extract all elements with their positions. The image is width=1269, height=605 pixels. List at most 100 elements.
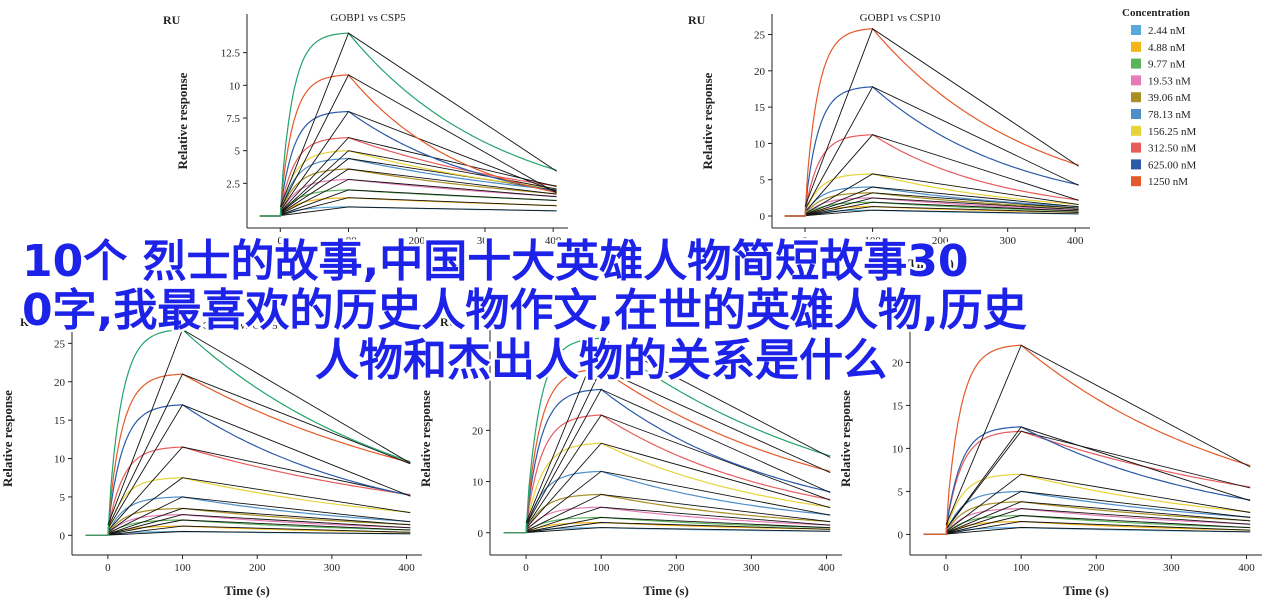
legend-item: 39.06 nM — [1131, 92, 1191, 104]
fit-curve — [280, 197, 557, 216]
x-tick-label: 400 — [818, 562, 835, 574]
sensorgram-curve — [503, 506, 831, 534]
x-tick-label: 0 — [943, 562, 949, 574]
y-axis-label: Relative response — [0, 390, 15, 487]
sensorgram-curve — [923, 490, 1251, 535]
y-tick-label: 10 — [229, 80, 241, 92]
x-tick-label: 100 — [340, 235, 357, 247]
y-tick-label: 10 — [892, 443, 904, 455]
sensorgram-curve — [503, 442, 831, 534]
sensorgram-curve — [923, 520, 1251, 535]
fit-curve — [525, 516, 831, 533]
legend-item: 2.44 nM — [1131, 25, 1186, 37]
sensorgram-curve — [503, 516, 831, 534]
sensorgram-curve — [503, 521, 831, 534]
x-tick-label: 100 — [1013, 562, 1030, 574]
legend-swatch — [1131, 41, 1141, 52]
y-tick-label: 5 — [760, 175, 766, 187]
y-tick-label: 0 — [898, 529, 904, 541]
y-axis-label: Relative response — [175, 72, 190, 169]
legend-swatch — [1131, 92, 1141, 103]
fit-curve — [525, 414, 831, 528]
sensorgram-curve — [259, 136, 557, 217]
x-axis-label: Time (s) — [224, 583, 270, 598]
legend-label: 19.53 nM — [1148, 75, 1191, 87]
sensorgram-curve — [85, 507, 411, 536]
fit-curve — [525, 522, 831, 533]
sensorgram-curve — [923, 344, 1251, 535]
fit-curve — [525, 442, 831, 529]
legend-label: 1250 nM — [1148, 176, 1188, 188]
y-tick-label: 20 — [54, 377, 66, 389]
x-tick-label: 300 — [477, 235, 494, 247]
x-tick-label: 200 — [668, 562, 685, 574]
legend-label: 9.77 nM — [1148, 59, 1186, 71]
fit-curve — [107, 496, 411, 534]
overlay-line-3: 人物和杰出人物的关系是什么 — [315, 335, 887, 386]
y-tick-label: 20 — [472, 425, 484, 437]
legend-item: 625.00 nM — [1131, 159, 1197, 171]
x-tick-label: 300 — [743, 562, 760, 574]
legend-swatch — [1131, 142, 1141, 153]
overlay-line-2: 0字,我最喜欢的历史人物作文,在世的英雄人物,历史 — [22, 285, 1027, 336]
fit-curve — [525, 470, 831, 531]
fit-curve — [280, 206, 557, 216]
fit-curve — [107, 404, 411, 530]
fit-curve — [107, 446, 411, 532]
fit-curve — [107, 531, 411, 536]
fit-curve — [107, 373, 411, 528]
sensorgram-curve — [85, 373, 411, 536]
y-tick-label: 7.5 — [226, 113, 240, 125]
y-tick-label: 5 — [235, 146, 241, 158]
legend-item: 1250 nM — [1131, 176, 1188, 188]
x-axis-label: Time (s) — [643, 583, 689, 598]
fit-curve — [945, 426, 1251, 530]
fit-curve — [945, 515, 1251, 534]
sensorgram-curve — [259, 32, 557, 217]
unit-label: RU — [688, 13, 706, 27]
x-tick-label: 200 — [1088, 562, 1105, 574]
fit-curve — [280, 178, 557, 215]
sensorgram-curve — [923, 507, 1251, 535]
x-tick-label: 100 — [174, 562, 191, 574]
legend-item: 19.53 nM — [1131, 75, 1191, 87]
x-tick-label: 400 — [1238, 562, 1255, 574]
x-tick-label: 0 — [523, 562, 529, 574]
fit-curve — [525, 368, 831, 525]
y-tick-label: 12.5 — [221, 48, 241, 60]
fit-curve — [107, 328, 411, 526]
y-tick-label: 5 — [60, 492, 66, 504]
panel-title: GOBP2 vs CSP5 — [202, 320, 278, 332]
x-tick-label: 300 — [1163, 562, 1180, 574]
sensorgram-curve — [784, 134, 1079, 217]
x-tick-label: 100 — [593, 562, 610, 574]
x-tick-label: 300 — [999, 235, 1016, 247]
sensorgram-curve — [784, 201, 1079, 217]
sensorgram-curve — [503, 470, 831, 534]
x-axis-label: Time (s) — [1063, 583, 1109, 598]
fit-curve — [804, 134, 1079, 213]
x-tick-label: 400 — [545, 235, 562, 247]
sensorgram-curve — [784, 192, 1079, 217]
x-tick-label: 200 — [408, 235, 425, 247]
fit-curve — [945, 473, 1251, 532]
y-tick-label: 5 — [898, 486, 904, 498]
sensorgram-curve — [923, 473, 1251, 535]
y-tick-label: 0 — [60, 530, 66, 542]
x-tick-label: 400 — [398, 562, 415, 574]
y-tick-label: 10 — [472, 477, 484, 489]
y-tick-label: 10 — [754, 138, 766, 150]
sensorgram-curve — [85, 328, 411, 536]
sensorgram-panel: 2.5 5 7.5 10 12.5 0 100 200 300 400 GOBP1 vs CSP5 R… — [163, 12, 568, 247]
sensorgram-curve — [923, 430, 1251, 535]
unit-label: RU — [20, 315, 38, 329]
sensorgram-curve — [923, 426, 1251, 535]
fit-curve — [945, 344, 1251, 526]
sensorgram-curve — [85, 446, 411, 536]
x-tick-label: 200 — [249, 562, 266, 574]
fit-curve — [804, 28, 1079, 207]
legend-label: 78.13 nM — [1148, 109, 1191, 121]
unit-label: RU — [440, 315, 458, 329]
fit-curve — [804, 201, 1079, 216]
